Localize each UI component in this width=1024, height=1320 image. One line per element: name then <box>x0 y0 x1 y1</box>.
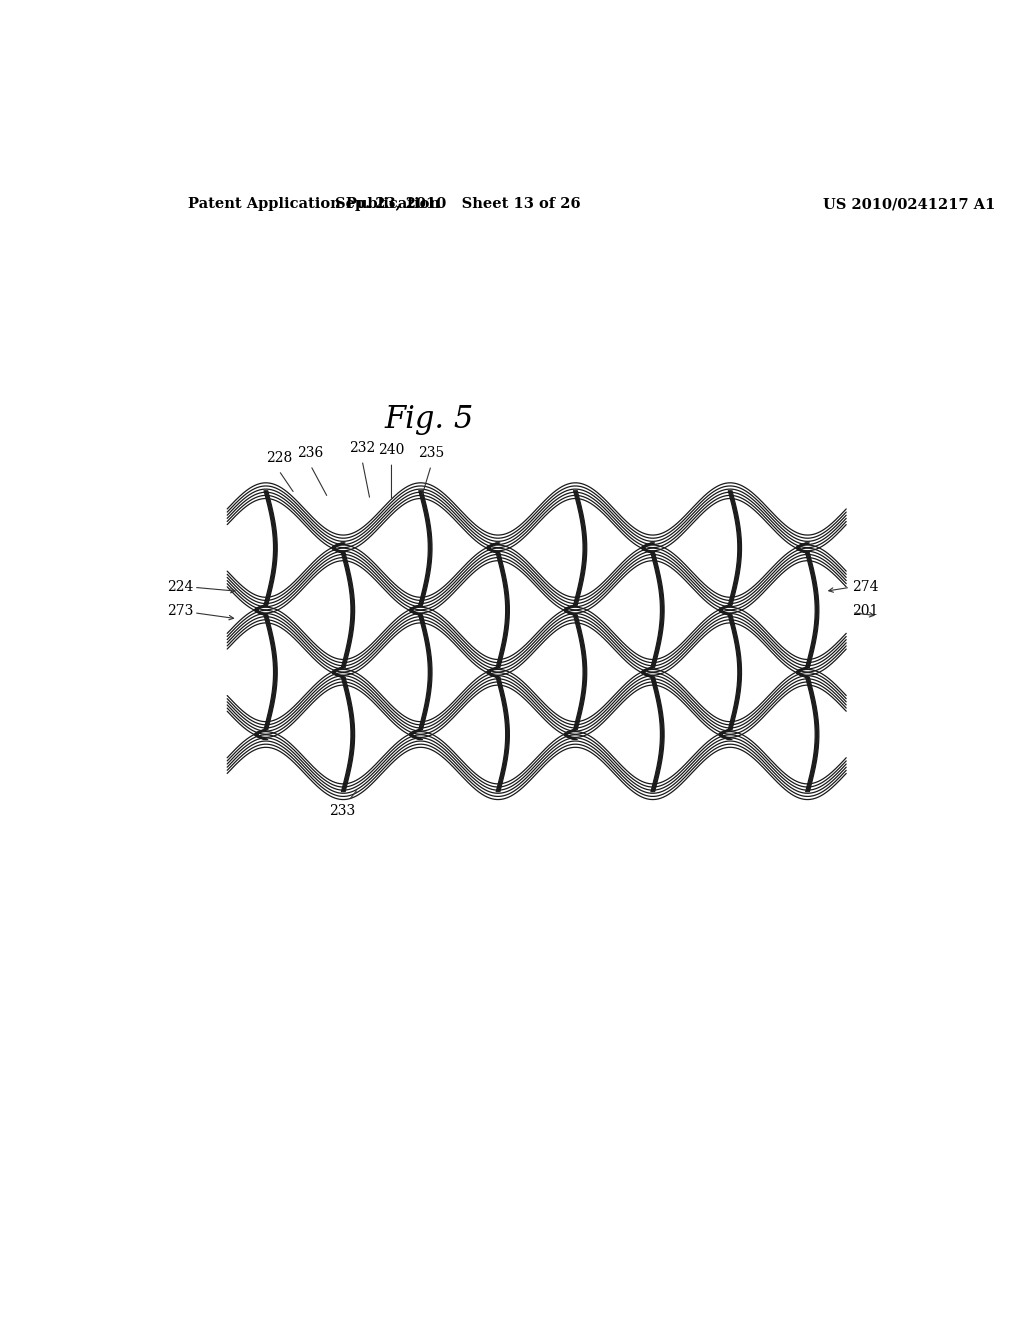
Text: US 2010/0241217 A1: US 2010/0241217 A1 <box>823 197 995 211</box>
Text: 240: 240 <box>378 444 404 457</box>
Text: 232: 232 <box>349 441 375 455</box>
Text: 235: 235 <box>418 446 444 461</box>
Text: 274: 274 <box>852 581 879 594</box>
Text: 201: 201 <box>852 603 879 618</box>
Text: 224: 224 <box>167 581 194 594</box>
Text: Patent Application Publication: Patent Application Publication <box>187 197 439 211</box>
Text: 228: 228 <box>265 451 292 466</box>
Text: Sep. 23, 2010   Sheet 13 of 26: Sep. 23, 2010 Sheet 13 of 26 <box>335 197 581 211</box>
Text: 236: 236 <box>297 446 324 461</box>
Text: Fig. 5: Fig. 5 <box>385 404 474 434</box>
Text: 273: 273 <box>167 603 194 618</box>
Text: 233: 233 <box>329 804 355 818</box>
